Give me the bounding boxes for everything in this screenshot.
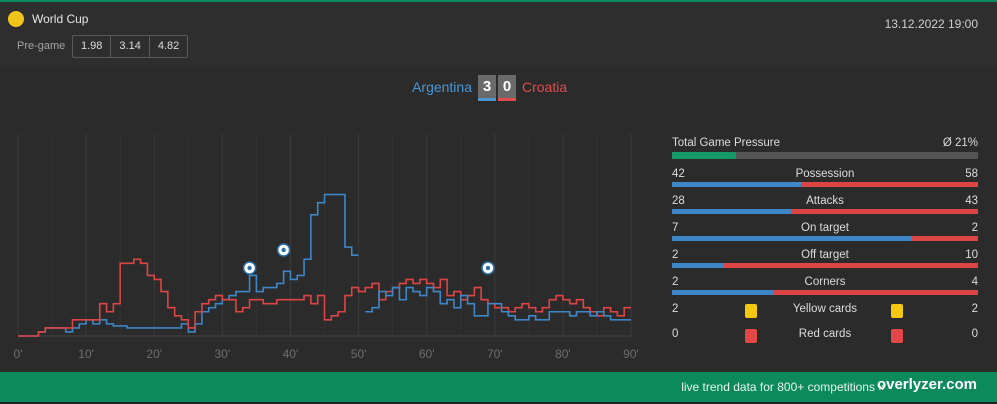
series-line-argentina <box>18 193 359 337</box>
stat-label: On target <box>801 222 849 234</box>
soccer-ball-icon <box>276 243 291 257</box>
stat-away-value: 43 <box>965 195 978 207</box>
x-tick-label: 30' <box>215 347 231 361</box>
stat-bar-home-fill <box>672 182 801 187</box>
pressure-bar <box>672 152 978 159</box>
odds-home[interactable]: 1.98 <box>73 36 112 57</box>
brand-logo[interactable]: overlyzer.com <box>876 376 977 393</box>
stat-away-value: 2 <box>971 222 978 234</box>
x-tick-label: 40' <box>283 347 299 361</box>
stat-row-on-target: 7 On target 2 <box>672 222 978 242</box>
yellow-cards-home: 2 <box>672 303 679 315</box>
away-team-name: Croatia <box>522 79 568 95</box>
x-tick-label: 70' <box>487 347 503 361</box>
stat-label: Red cards <box>798 328 852 340</box>
stat-away-value: 4 <box>971 276 978 288</box>
home-team-name: Argentina <box>412 79 472 95</box>
stat-row-yellow-cards: 2 Yellow cards 2 <box>672 303 978 323</box>
competition-name: World Cup <box>32 12 89 26</box>
stat-away-value: 58 <box>965 168 978 180</box>
stat-label: Attacks <box>806 195 844 207</box>
stat-label: Yellow cards <box>792 303 858 315</box>
pregame-odds: 1.98 3.14 4.82 <box>72 35 189 58</box>
stat-bar <box>672 209 978 214</box>
pressure-value: Ø 21% <box>942 137 978 149</box>
stat-bar-home-fill <box>672 263 725 268</box>
x-tick-label: 60' <box>419 347 435 361</box>
stat-bar <box>672 263 978 268</box>
stat-home-value: 2 <box>672 249 679 261</box>
pressure-chart-svg: 0' 10' 20' 30' 40' 50' 60' 70' 80' 90' <box>14 134 639 361</box>
stat-bar <box>672 182 978 187</box>
stat-bar-home-fill <box>672 290 773 295</box>
red-card-icon <box>745 329 757 343</box>
x-tick-label: 10' <box>78 347 94 361</box>
pressure-row: Total Game Pressure Ø 21% <box>672 137 978 161</box>
soccer-ball-icon <box>242 261 257 275</box>
yellow-cards-away: 2 <box>971 303 978 315</box>
match-body: Argentina 3 0 Croatia 0' 10' 20' 30' 40' 50' 6… <box>0 66 997 372</box>
stat-label: Off target <box>801 249 849 261</box>
odds-draw[interactable]: 3.14 <box>111 36 150 57</box>
stat-home-value: 42 <box>672 168 685 180</box>
scoreline: Argentina 3 0 Croatia <box>0 75 997 101</box>
stat-bar-home-fill <box>672 236 911 241</box>
footer-text[interactable]: live trend data for 800+ competitions » <box>681 380 885 394</box>
top-accent-line <box>0 0 997 2</box>
pregame-label: Pre-game <box>17 40 66 52</box>
footer-banner[interactable]: live trend data for 800+ competitions » … <box>0 372 997 402</box>
stat-row-corners: 2 Corners 4 <box>672 276 978 296</box>
yellow-card-icon <box>745 304 757 318</box>
x-tick-label: 0' <box>14 347 23 361</box>
series-line-argentina-late <box>365 286 631 321</box>
stat-row-off-target: 2 Off target 10 <box>672 249 978 269</box>
match-datetime: 13.12.2022 19:00 <box>884 17 978 31</box>
stat-away-value: 10 <box>965 249 978 261</box>
x-tick-label: 50' <box>351 347 367 361</box>
stat-home-value: 7 <box>672 222 679 234</box>
stat-home-value: 28 <box>672 195 685 207</box>
stat-row-attacks: 28 Attacks 43 <box>672 195 978 215</box>
series-line-croatia <box>18 258 631 337</box>
yellow-card-icon <box>891 304 903 318</box>
home-score: 3 <box>478 75 496 101</box>
stat-bar <box>672 236 978 241</box>
x-tick-label: 20' <box>146 347 162 361</box>
stat-home-value: 2 <box>672 276 679 288</box>
red-card-icon <box>891 329 903 343</box>
stat-bar-home-fill <box>672 209 792 214</box>
red-cards-home: 0 <box>672 328 679 340</box>
pressure-label: Total Game Pressure <box>672 137 781 149</box>
stat-label: Corners <box>804 276 846 288</box>
red-cards-away: 0 <box>971 328 978 340</box>
stat-bar <box>672 290 978 295</box>
odds-away[interactable]: 4.82 <box>157 40 180 52</box>
match-header: World Cup 13.12.2022 19:00 Pre-game 1.98… <box>0 2 997 66</box>
away-score: 0 <box>498 75 516 101</box>
stat-row-possession: 42 Possession 58 <box>672 168 978 188</box>
bottom-line <box>0 402 997 404</box>
stat-label: Possession <box>795 168 855 180</box>
pressure-bar-fill <box>672 152 737 159</box>
soccer-ball-icon <box>481 261 495 275</box>
x-tick-label: 80' <box>555 347 571 361</box>
x-tick-label: 90' <box>623 347 639 361</box>
stat-row-red-cards: 0 Red cards 0 <box>672 328 978 348</box>
trophy-icon <box>8 11 24 27</box>
